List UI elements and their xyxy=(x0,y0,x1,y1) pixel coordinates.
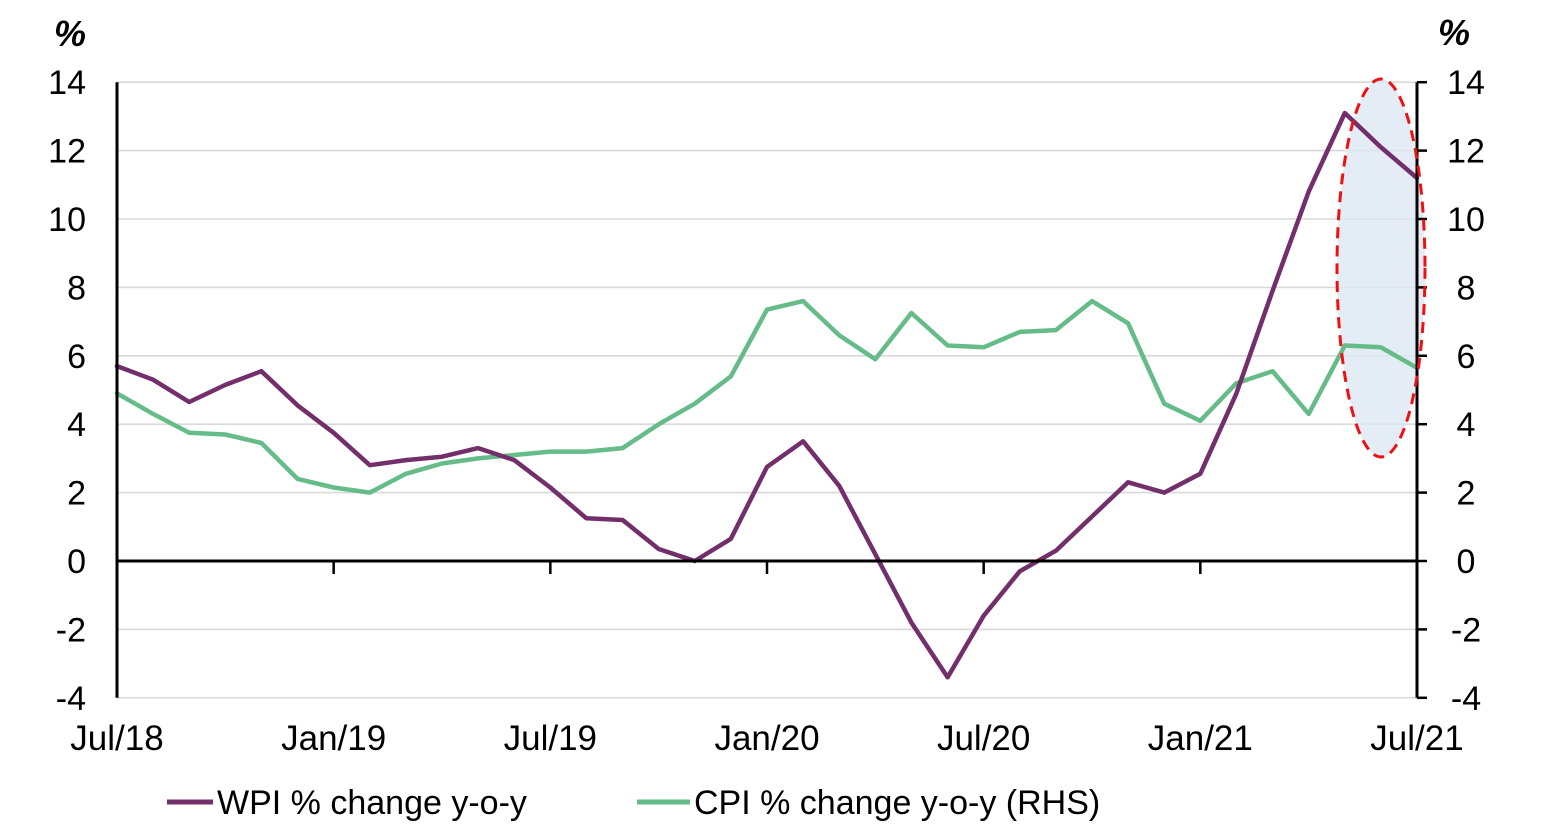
highlight-ellipse-fill-layer xyxy=(1337,79,1425,457)
y-tick-label-left: 10 xyxy=(48,201,86,239)
cpi-line xyxy=(114,298,1420,495)
y-tick-label-left: -4 xyxy=(56,680,86,718)
y-tick-label-left: 4 xyxy=(67,406,86,444)
y-tick-label-right: -4 xyxy=(1451,680,1481,718)
y-tick-label-left: 8 xyxy=(67,269,86,307)
highlight-ellipse-border-layer xyxy=(1335,77,1427,459)
x-tick-label: Jan/21 xyxy=(1148,719,1253,758)
y-tick-label-left: 12 xyxy=(48,133,86,171)
legend-label-cpi: CPI % change y-o-y (RHS) xyxy=(694,784,1100,822)
y-tick-label-left: 14 xyxy=(48,64,86,102)
y-tick-label-right: 10 xyxy=(1447,201,1485,239)
x-tick-label: Jan/19 xyxy=(281,719,386,758)
y-tick-label-left: 6 xyxy=(67,338,86,376)
y-tick-label-right: 14 xyxy=(1447,64,1485,102)
legend-item-wpi: WPI % change y-o-y xyxy=(167,784,527,822)
x-tick-label: Jul/18 xyxy=(70,719,163,758)
data-series-layer xyxy=(114,110,1420,680)
legend: WPI % change y-o-y CPI % change y-o-y (R… xyxy=(167,784,1100,822)
x-tick-label: Jan/20 xyxy=(714,719,819,758)
y-tick-label-right: 2 xyxy=(1457,475,1476,513)
percent-label-right: % xyxy=(1438,12,1470,53)
y-tick-label-left: 2 xyxy=(67,475,86,513)
axes-layer xyxy=(115,80,1427,700)
wpi-line xyxy=(114,110,1420,680)
y-tick-label-right: 0 xyxy=(1457,543,1476,581)
y-tick-label-right: 8 xyxy=(1457,269,1476,307)
percent-label-left: % xyxy=(54,13,86,54)
gridlines-layer xyxy=(117,81,1417,699)
y-tick-label-left: -2 xyxy=(56,611,86,649)
y-tick-label-right: 12 xyxy=(1447,133,1485,171)
y-tick-label-right: 6 xyxy=(1457,338,1476,376)
legend-label-wpi: WPI % change y-o-y xyxy=(217,784,527,822)
highlight-ellipse-border xyxy=(1335,77,1427,459)
y-tick-label-right: 4 xyxy=(1457,406,1476,444)
highlight-ellipse-fill xyxy=(1337,79,1425,457)
y-tick-label-right: -2 xyxy=(1451,611,1481,649)
x-tick-label: Jul/19 xyxy=(504,719,597,758)
y-tick-label-left: 0 xyxy=(67,543,86,581)
x-tick-label: Jul/21 xyxy=(1370,719,1463,758)
legend-item-cpi: CPI % change y-o-y (RHS) xyxy=(637,784,1100,822)
x-tick-label: Jul/20 xyxy=(937,719,1030,758)
